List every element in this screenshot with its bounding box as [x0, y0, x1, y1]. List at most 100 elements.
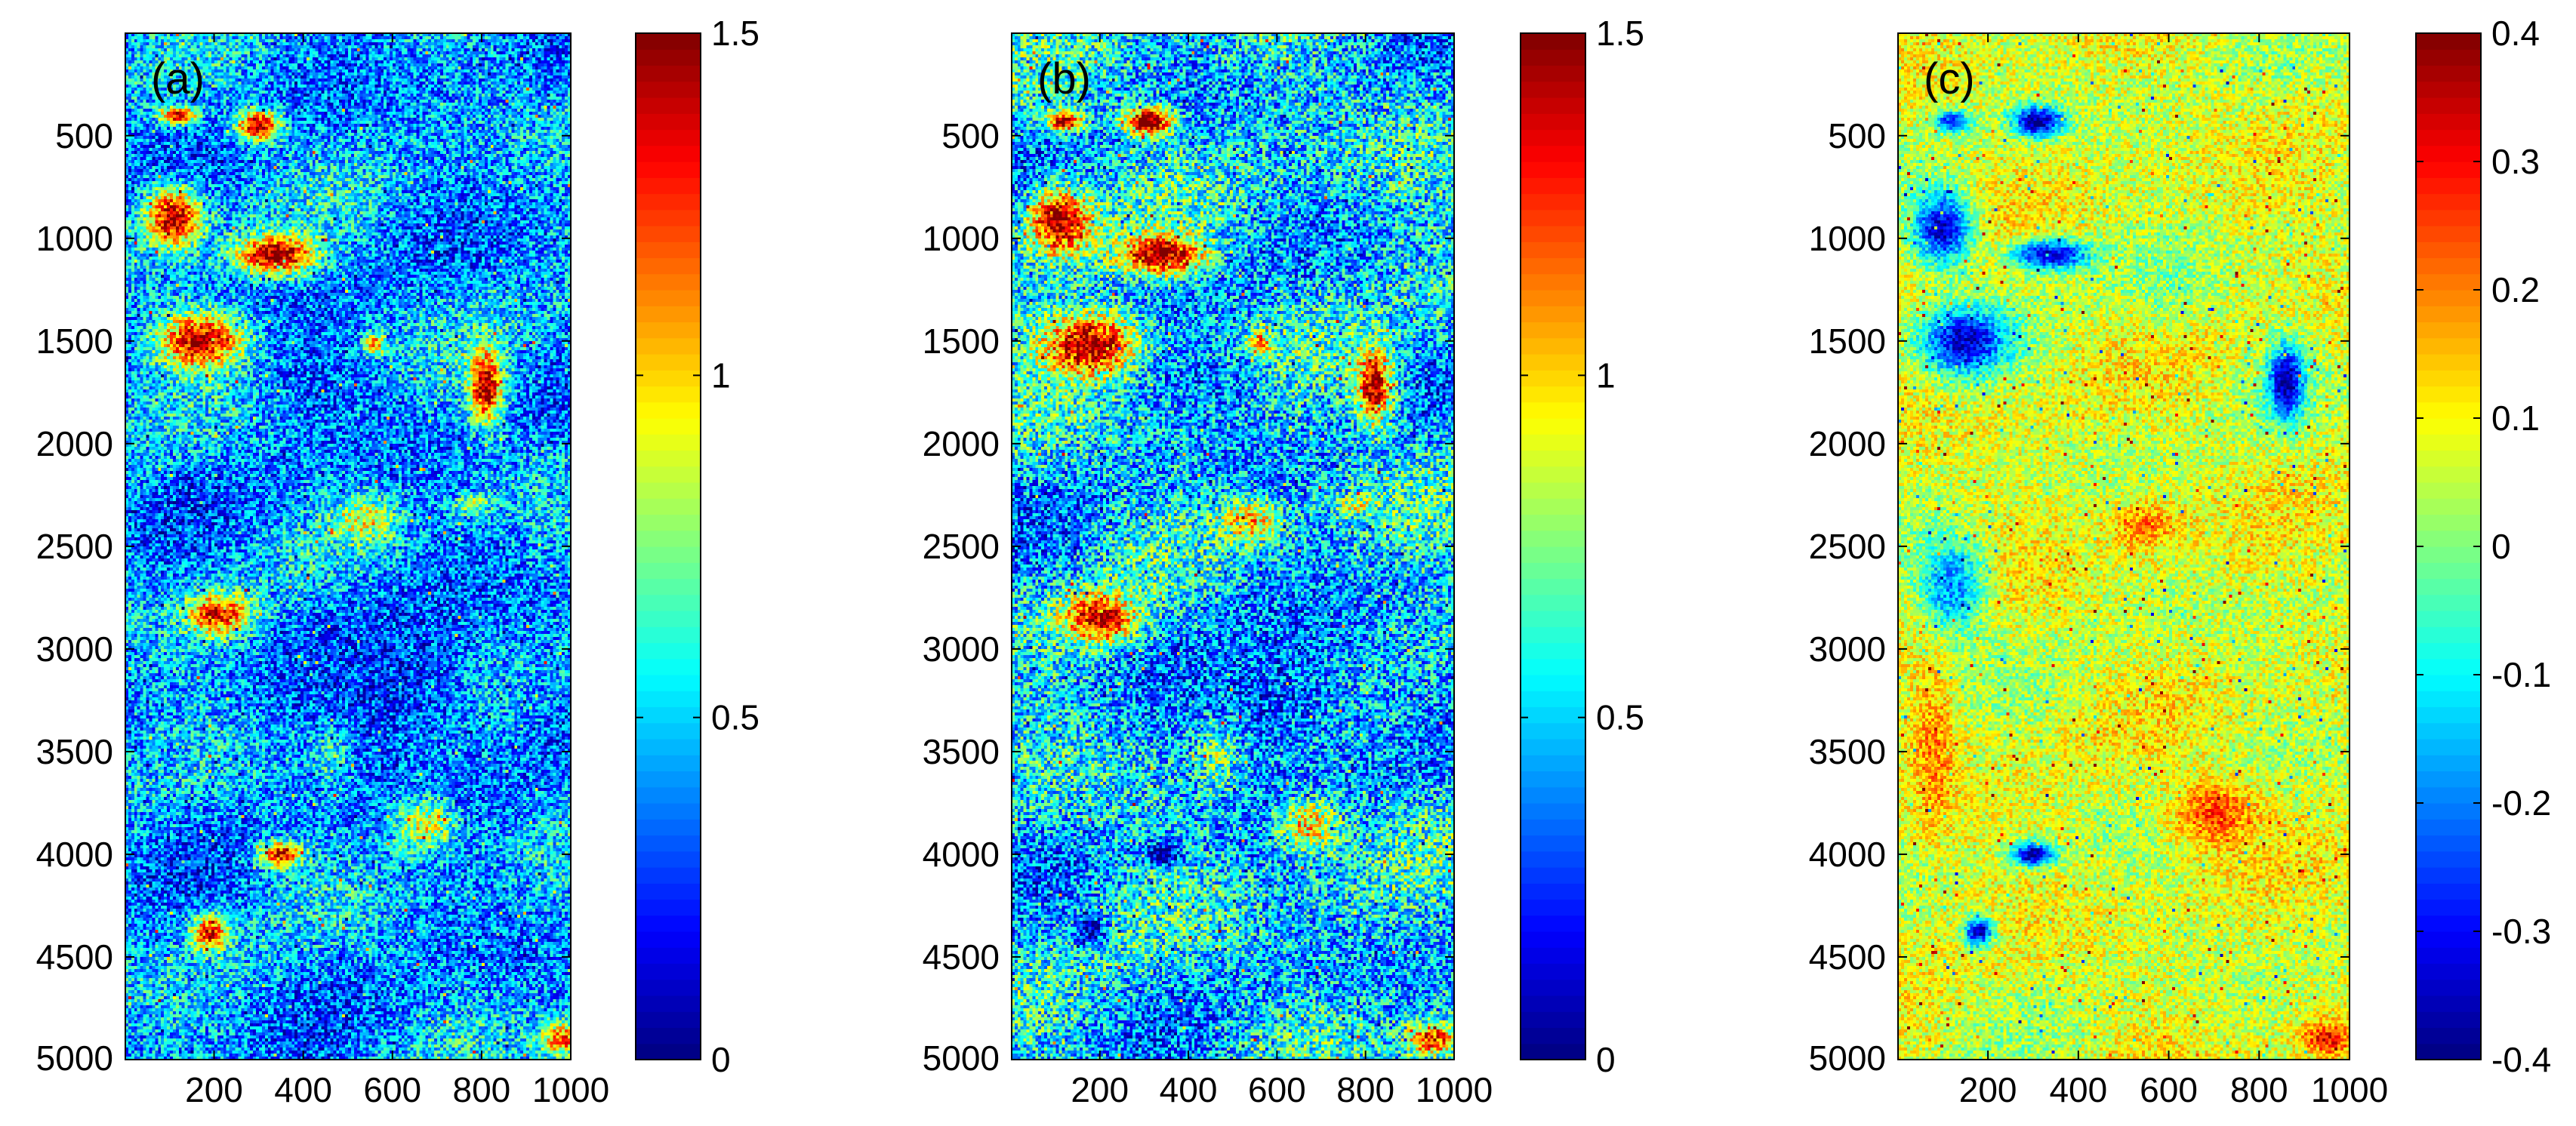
colorbar-tick-label: 1: [1596, 355, 1616, 395]
colorbar-step: [2416, 257, 2481, 275]
x-tick-label: 800: [2230, 1070, 2288, 1109]
colorbar-step: [1521, 706, 1585, 724]
colorbar-step: [636, 642, 701, 660]
colorbar-step: [2416, 1043, 2481, 1060]
colorbar-step: [1521, 226, 1585, 242]
colorbar-step: [1521, 739, 1585, 755]
colorbar-tick-label: -0.1: [2491, 655, 2551, 694]
y-tick-label: 500: [941, 116, 1000, 155]
colorbar-step: [2416, 306, 2481, 323]
colorbar-step: [636, 401, 701, 419]
colorbar-step: [636, 290, 701, 306]
colorbar-step: [1521, 145, 1585, 162]
colorbar-step: [636, 434, 701, 451]
colorbar-tick-label: 0.2: [2491, 270, 2540, 309]
colorbar-step: [636, 562, 701, 580]
colorbar-step: [636, 129, 701, 146]
colorbar-step: [1521, 33, 1585, 50]
y-tick-label: 2500: [923, 527, 1000, 566]
colorbar-step: [1521, 418, 1585, 435]
colorbar-step: [2416, 1027, 2481, 1044]
colorbar-step: [2416, 290, 2481, 306]
colorbar-step: [2416, 49, 2481, 66]
colorbar-tick-label: 0.1: [2491, 398, 2540, 438]
colorbar-step: [1521, 979, 1585, 996]
x-tick-label: 400: [1160, 1070, 1218, 1109]
colorbar-step: [636, 755, 701, 772]
colorbar-step: [2416, 386, 2481, 403]
colorbar-step: [2416, 242, 2481, 259]
colorbar-tick-label: 1: [711, 355, 731, 395]
x-tick-label: 1000: [1416, 1070, 1493, 1109]
colorbar-step: [636, 321, 701, 339]
colorbar-step: [636, 162, 701, 178]
colorbar-step: [1521, 273, 1585, 291]
colorbar-frame: [635, 32, 701, 1060]
y-tick-label: 2500: [36, 527, 113, 566]
colorbar-step: [636, 514, 701, 531]
y-tick-label: 3500: [923, 732, 1000, 771]
y-tick-label: 2000: [36, 424, 113, 463]
colorbar-step: [1521, 290, 1585, 306]
colorbar-step: [1521, 1027, 1585, 1044]
colorbar-step: [2416, 611, 2481, 627]
colorbar-step: [2416, 530, 2481, 547]
colorbar-step: [1521, 883, 1585, 900]
colorbar-step: [1521, 562, 1585, 580]
heatmap-image: [1898, 33, 2350, 1060]
colorbar-step: [2416, 81, 2481, 98]
colorbar-step: [2416, 755, 2481, 772]
colorbar-step: [636, 963, 701, 980]
colorbar-step: [1521, 401, 1585, 419]
colorbar-step: [2416, 129, 2481, 146]
colorbar-tick-label: 0.5: [1596, 698, 1644, 737]
colorbar-step: [636, 915, 701, 932]
colorbar-step: [2416, 546, 2481, 563]
colorbar-step: [2416, 979, 2481, 996]
colorbar-step: [1521, 867, 1585, 884]
colorbar-step: [636, 691, 701, 708]
colorbar-step: [2416, 193, 2481, 211]
colorbar-step: [2416, 562, 2481, 580]
colorbar-step: [2416, 466, 2481, 483]
heatmap-image: [125, 33, 571, 1060]
colorbar-step: [1521, 450, 1585, 467]
colorbar-step: [2416, 482, 2481, 499]
colorbar-step: [1521, 97, 1585, 114]
colorbar-step: [636, 530, 701, 547]
colorbar-step: [636, 851, 701, 868]
colorbar-tick-label: 1.5: [711, 14, 760, 53]
x-tick-label: 800: [453, 1070, 511, 1109]
colorbar-step: [2416, 1011, 2481, 1029]
colorbar-step: [1521, 819, 1585, 836]
colorbar-step: [636, 498, 701, 515]
colorbar-step: [636, 337, 701, 355]
colorbar-step: [2416, 162, 2481, 178]
colorbar-step: [636, 1043, 701, 1060]
colorbar-tick-label: 0.4: [2491, 14, 2540, 53]
colorbar-step: [1521, 177, 1585, 195]
colorbar-step: [1521, 963, 1585, 980]
colorbar-step: [636, 97, 701, 114]
colorbar-step: [2416, 33, 2481, 50]
x-tick-label: 400: [2049, 1070, 2107, 1109]
x-tick-label: 800: [1336, 1070, 1394, 1109]
colorbar-step: [1521, 851, 1585, 868]
panel-1: (a) 200 400 600 800 1000 500 1000 1500 2000 2500 30…: [36, 14, 760, 1109]
colorbar-step: [636, 546, 701, 563]
colorbar-step: [636, 706, 701, 724]
colorbar-step: [1521, 642, 1585, 660]
colorbar-step: [636, 722, 701, 740]
colorbar-step: [1521, 578, 1585, 595]
y-tick-label: 3000: [1809, 629, 1886, 669]
colorbar-step: [2416, 418, 2481, 435]
colorbar-step: [2416, 354, 2481, 371]
colorbar-step: [636, 242, 701, 259]
colorbar-tick-label: 0.3: [2491, 142, 2540, 181]
colorbar-step: [2416, 273, 2481, 291]
colorbar-step: [1521, 466, 1585, 483]
colorbar-step: [1521, 594, 1585, 611]
colorbar-step: [1521, 803, 1585, 820]
colorbar-step: [636, 867, 701, 884]
y-tick-label: 4000: [923, 835, 1000, 874]
